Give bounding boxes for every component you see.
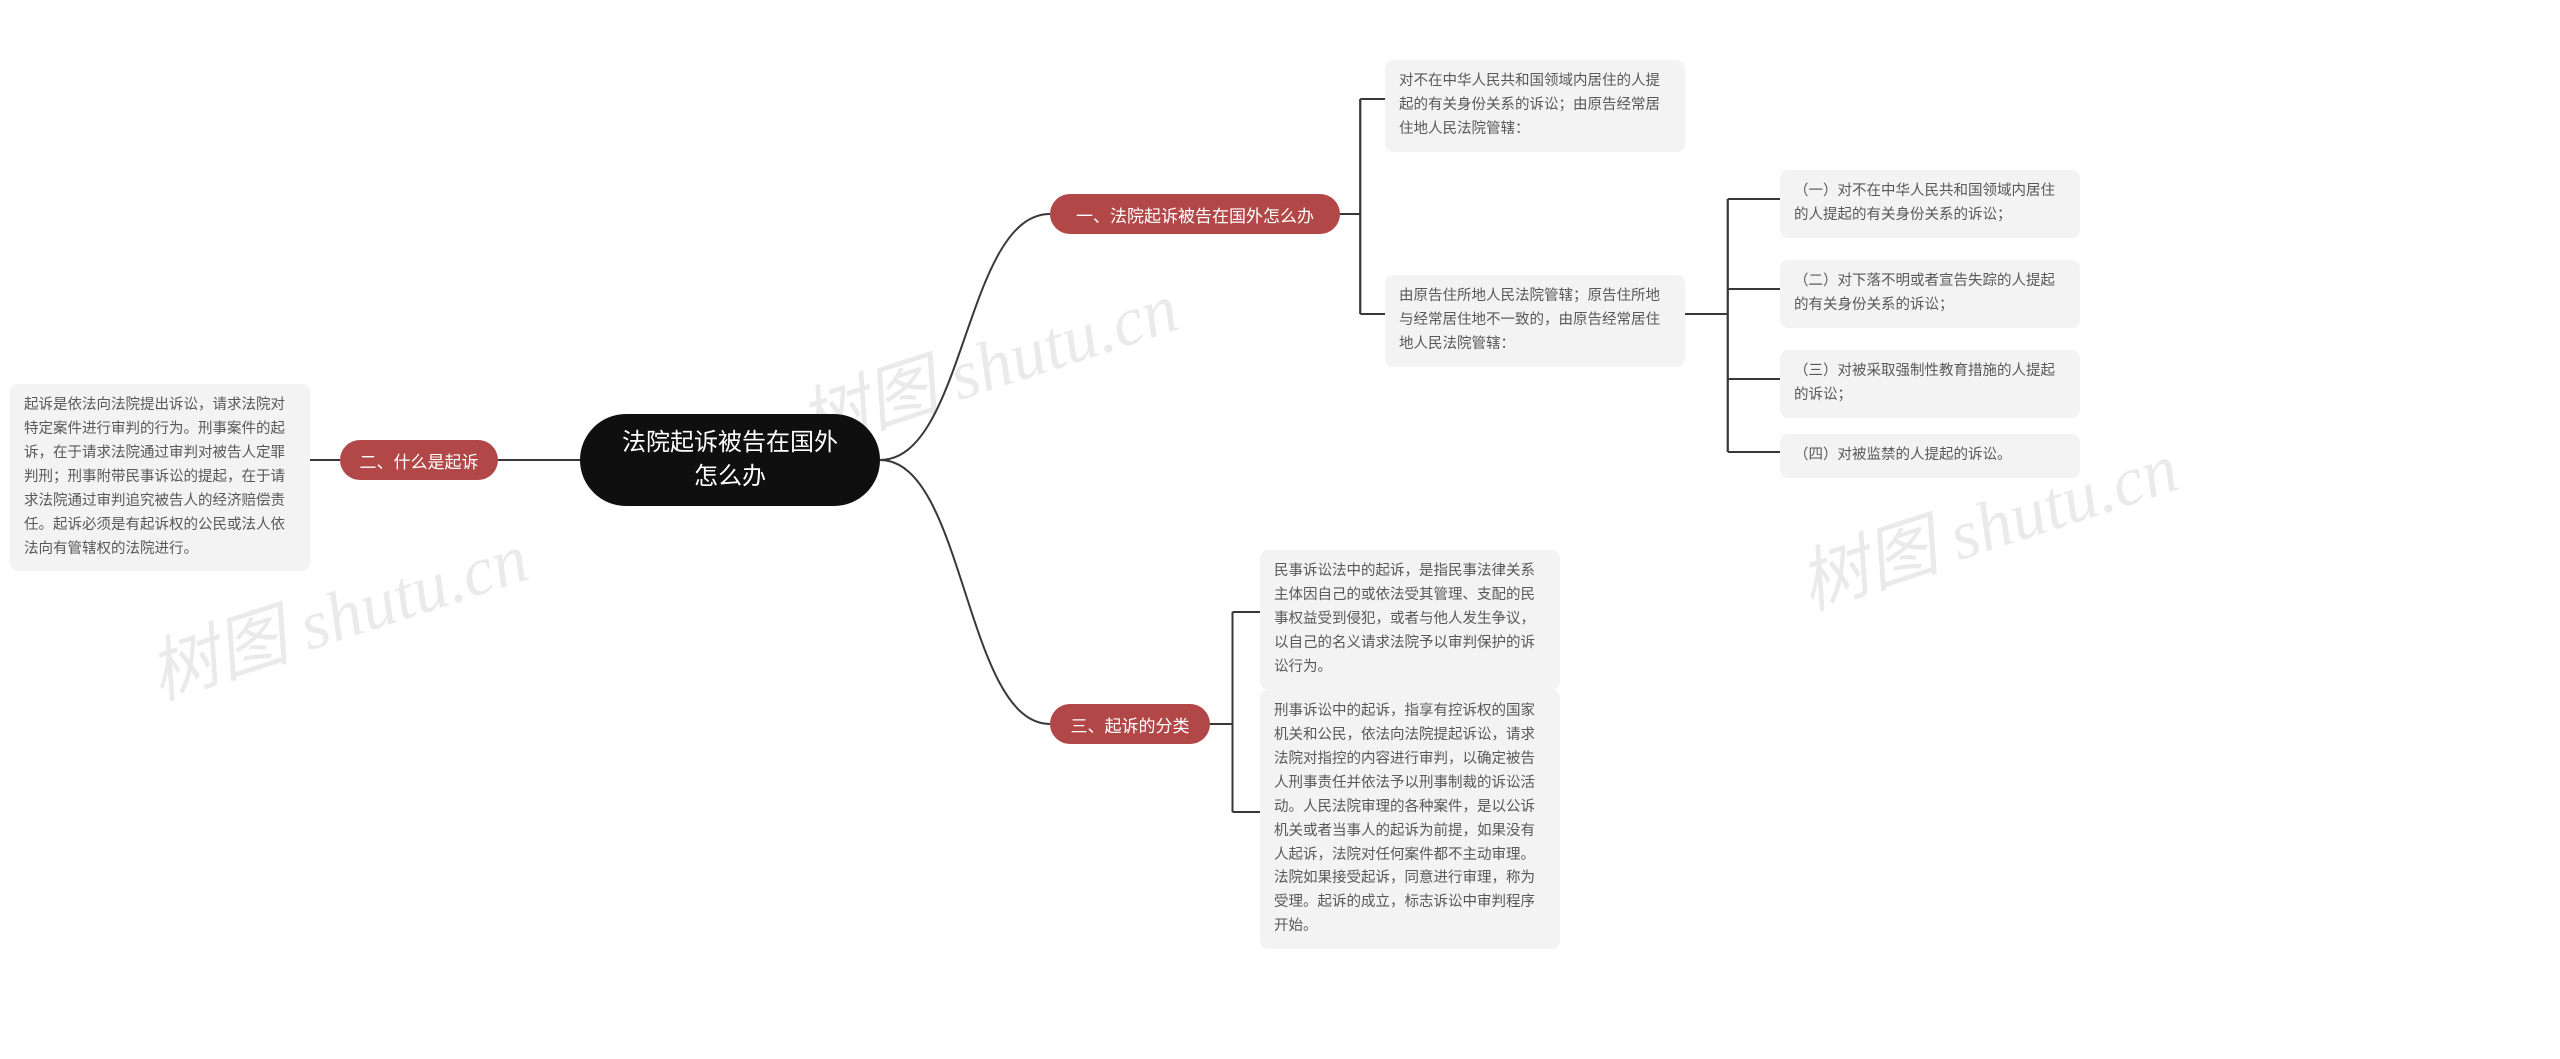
leaf-text: （二）对下落不明或者宣告失踪的人提起的有关身份关系的诉讼；	[1794, 270, 2066, 318]
branch-1: 一、法院起诉被告在国外怎么办	[1050, 194, 1340, 234]
leaf-text: （四）对被监禁的人提起的诉讼。	[1794, 444, 2012, 468]
leaf-text: 由原告住所地人民法院管辖；原告住所地与经常居住地不一致的，由原告经常居住地人民法…	[1399, 285, 1671, 357]
branch-1-leaf-2-sub-1: （一）对不在中华人民共和国领域内居住的人提起的有关身份关系的诉讼；	[1780, 170, 2080, 238]
branch-1-label: 一、法院起诉被告在国外怎么办	[1076, 202, 1314, 227]
branch-1-leaf-2-sub-3: （三）对被采取强制性教育措施的人提起的诉讼；	[1780, 350, 2080, 418]
root-title: 法院起诉被告在国外怎么办	[614, 426, 846, 493]
leaf-text: 起诉是依法向法院提出诉讼，请求法院对特定案件进行审判的行为。刑事案件的起诉，在于…	[24, 394, 296, 561]
branch-2: 二、什么是起诉	[340, 440, 498, 480]
branch-2-label: 二、什么是起诉	[360, 448, 479, 473]
branch-1-leaf-1: 对不在中华人民共和国领域内居住的人提起的有关身份关系的诉讼；由原告经常居住地人民…	[1385, 60, 1685, 152]
leaf-text: （一）对不在中华人民共和国领域内居住的人提起的有关身份关系的诉讼；	[1794, 180, 2066, 228]
leaf-text: （三）对被采取强制性教育措施的人提起的诉讼；	[1794, 360, 2066, 408]
branch-3-leaf-1: 民事诉讼法中的起诉，是指民事法律关系主体因自己的或依法受其管理、支配的民事权益受…	[1260, 550, 1560, 690]
branch-3: 三、起诉的分类	[1050, 704, 1210, 744]
leaf-text: 民事诉讼法中的起诉，是指民事法律关系主体因自己的或依法受其管理、支配的民事权益受…	[1274, 560, 1546, 680]
branch-3-leaf-2: 刑事诉讼中的起诉，指享有控诉权的国家机关和公民，依法向法院提起诉讼，请求法院对指…	[1260, 690, 1560, 949]
branch-2-leaf-1: 起诉是依法向法院提出诉讼，请求法院对特定案件进行审判的行为。刑事案件的起诉，在于…	[10, 384, 310, 571]
leaf-text: 刑事诉讼中的起诉，指享有控诉权的国家机关和公民，依法向法院提起诉讼，请求法院对指…	[1274, 700, 1546, 939]
branch-3-label: 三、起诉的分类	[1071, 712, 1190, 737]
branch-1-leaf-2: 由原告住所地人民法院管辖；原告住所地与经常居住地不一致的，由原告经常居住地人民法…	[1385, 275, 1685, 367]
root-node: 法院起诉被告在国外怎么办	[580, 414, 880, 506]
leaf-text: 对不在中华人民共和国领域内居住的人提起的有关身份关系的诉讼；由原告经常居住地人民…	[1399, 70, 1671, 142]
branch-1-leaf-2-sub-2: （二）对下落不明或者宣告失踪的人提起的有关身份关系的诉讼；	[1780, 260, 2080, 328]
branch-1-leaf-2-sub-4: （四）对被监禁的人提起的诉讼。	[1780, 434, 2080, 478]
